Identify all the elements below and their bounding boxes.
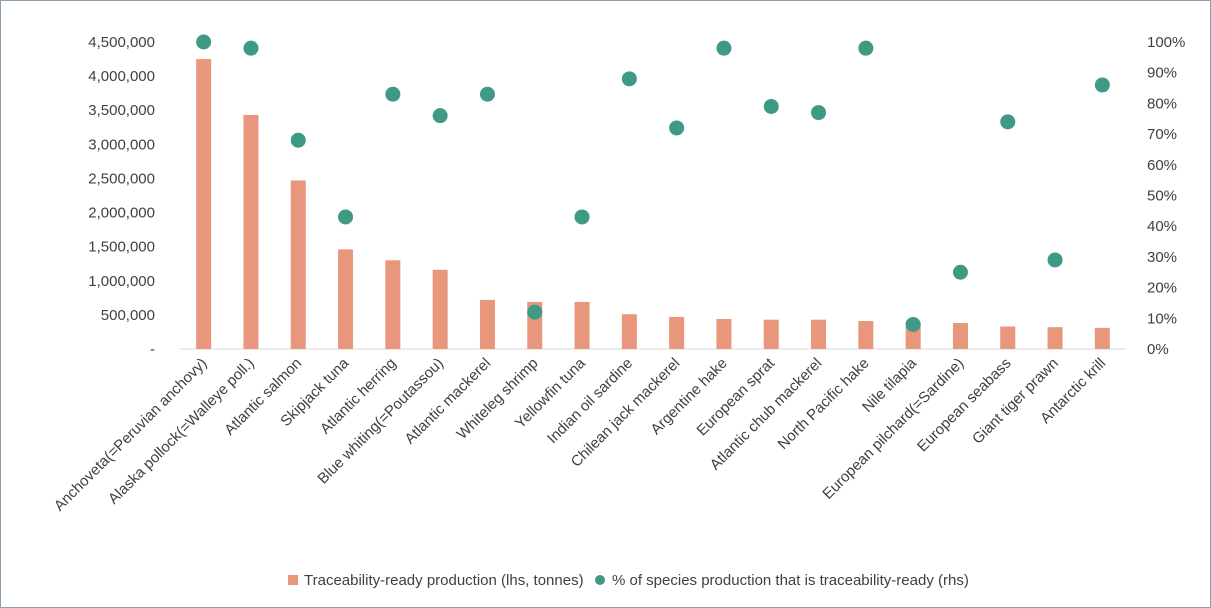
bar: [243, 114, 259, 350]
bar: [952, 323, 968, 349]
right-tick-label: 0%: [1147, 341, 1169, 358]
scatter-point: [1047, 252, 1063, 268]
bar: [621, 314, 637, 349]
legend-label-dot: % of species production that is traceabi…: [612, 572, 969, 589]
left-tick-label: 3,000,000: [88, 136, 155, 153]
scatter-point: [905, 316, 921, 332]
bar: [479, 299, 495, 349]
legend: Traceability-ready production (lhs, tonn…: [288, 572, 969, 589]
bar: [763, 319, 779, 349]
bar: [811, 319, 827, 349]
category-label: Giant tiger prawn: [969, 355, 1062, 448]
right-tick-label: 60%: [1147, 157, 1177, 174]
left-tick-label: -: [150, 341, 155, 358]
scatter-point: [338, 209, 354, 225]
scatter-point: [1094, 77, 1110, 93]
left-tick-label: 4,000,000: [88, 68, 155, 85]
legend-swatch-dot: [595, 575, 605, 585]
bar: [290, 180, 306, 349]
bar: [432, 269, 448, 349]
scatter-point: [811, 105, 827, 121]
scatter-point: [669, 120, 685, 136]
scatter-point: [621, 71, 637, 87]
left-tick-label: 1,000,000: [88, 273, 155, 290]
scatter-point: [763, 98, 779, 114]
left-axis: 4,500,000 4,000,000 3,500,000 3,000,000 2,50…: [88, 34, 155, 358]
right-tick-label: 10%: [1147, 310, 1177, 327]
scatter-point: [196, 34, 212, 50]
bar: [574, 301, 590, 349]
left-tick-label: 1,500,000: [88, 239, 155, 256]
bar: [858, 321, 874, 349]
scatter-point: [716, 40, 732, 56]
bar: [1000, 326, 1016, 349]
bar: [385, 260, 401, 349]
category-label: Indian oil sardine: [544, 355, 636, 447]
scatter-point: [527, 304, 543, 320]
scatter-series: [196, 34, 1110, 332]
left-tick-label: 2,000,000: [88, 205, 155, 222]
bar: [338, 249, 354, 349]
right-tick-label: 30%: [1147, 249, 1177, 266]
right-tick-label: 50%: [1147, 188, 1177, 205]
right-tick-label: 20%: [1147, 280, 1177, 297]
right-axis: 100% 90% 80% 70% 60% 50% 40% 30% 20% 10% 0%: [1147, 34, 1185, 358]
bar: [716, 318, 732, 349]
scatter-point: [385, 86, 401, 102]
scatter-point: [1000, 114, 1016, 130]
bar: [1094, 327, 1110, 349]
scatter-point: [290, 132, 306, 148]
right-tick-label: 70%: [1147, 126, 1177, 143]
right-tick-label: 80%: [1147, 95, 1177, 112]
scatter-point: [432, 108, 448, 124]
right-tick-label: 90%: [1147, 65, 1177, 82]
legend-swatch-bar: [288, 575, 298, 585]
legend-label-bar: Traceability-ready production (lhs, tonn…: [304, 572, 584, 589]
scatter-point: [574, 209, 590, 225]
scatter-point: [243, 40, 259, 56]
left-tick-label: 2,500,000: [88, 170, 155, 187]
bar: [669, 316, 685, 349]
scatter-point: [858, 40, 874, 56]
bar-series: [196, 59, 1110, 350]
category-label: Atlantic mackerel: [401, 355, 494, 448]
left-tick-label: 500,000: [101, 307, 155, 324]
left-tick-label: 3,500,000: [88, 102, 155, 119]
bar: [1047, 327, 1063, 349]
bar: [196, 59, 212, 350]
scatter-point: [479, 86, 495, 102]
right-tick-label: 40%: [1147, 218, 1177, 235]
right-tick-label: 100%: [1147, 34, 1185, 51]
scatter-point: [952, 264, 968, 280]
category-labels: Anchoveta(=Peruvian anchovy)Alaska pollo…: [51, 354, 1109, 514]
category-label: Whiteleg shrimp: [454, 355, 542, 443]
left-tick-label: 4,500,000: [88, 34, 155, 51]
